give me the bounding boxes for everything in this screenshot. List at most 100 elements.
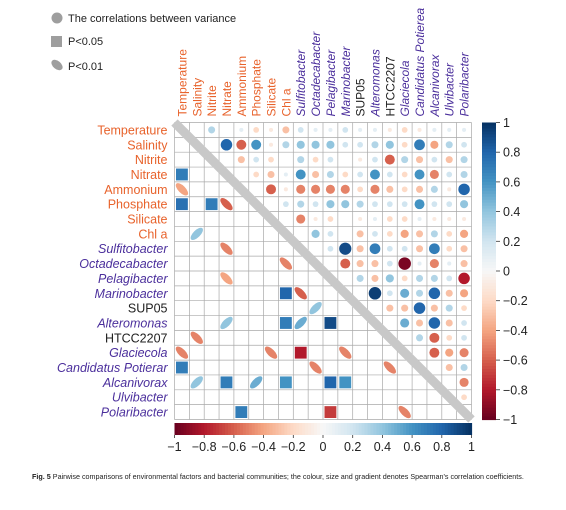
colorbar-h-swatch — [207, 423, 211, 435]
colorbar-h-swatch — [415, 423, 419, 435]
colorbar-h-swatch — [459, 423, 464, 435]
colorbar-h-swatch — [364, 423, 369, 435]
correlation-circle — [431, 156, 438, 163]
colorbar-v-swatch — [482, 303, 496, 308]
correlation-circle — [462, 216, 467, 222]
colorbar-h-swatch — [373, 423, 378, 435]
colorbar-h-swatch — [236, 423, 241, 435]
correlation-circle — [339, 242, 352, 255]
colorbar-v-swatch — [482, 232, 496, 236]
colorbar-v-swatch — [482, 164, 496, 168]
colorbar-h-swatch — [216, 423, 220, 435]
colorbar-h-swatch — [210, 423, 214, 435]
colorbar-v-swatch — [482, 300, 496, 305]
colorbar-v-swatch — [482, 271, 496, 275]
colorbar-v-tick-label: 0.8 — [503, 146, 520, 160]
colorbar-h-swatch — [278, 423, 283, 435]
vertical-colorbar: 1 0.8 0.6 0.4 0.2 0 −0.2 −0.4 −0.6 −0.8 −1 — [482, 116, 528, 427]
colorbar-v-tick-label: 0 — [503, 265, 510, 279]
colorbar-v-tick-label: 0.6 — [503, 175, 520, 189]
correlation-circle — [416, 274, 424, 282]
correlation-circle — [460, 200, 469, 209]
colorbar-v-swatch — [482, 377, 496, 382]
correlation-circle — [414, 199, 425, 210]
correlation-circle — [429, 332, 440, 343]
colorbar-h-swatch — [462, 423, 467, 435]
correlation-circle — [268, 156, 274, 163]
correlation-circle — [356, 245, 364, 253]
significance-ellipse — [250, 376, 263, 389]
colorbar-h-swatch — [435, 423, 440, 435]
colorbar-h-swatch — [423, 423, 428, 435]
colorbar-v-swatch — [482, 181, 496, 186]
correlation-circle — [253, 156, 260, 163]
significance-square — [205, 198, 218, 211]
correlation-circle — [401, 245, 408, 252]
correlation-circle — [370, 184, 380, 194]
colorbar-h-swatch — [367, 423, 372, 435]
row-label-nitrate: Nitrate — [131, 168, 168, 182]
correlation-circle — [430, 274, 438, 282]
correlation-circle — [461, 320, 467, 326]
correlation-circle — [460, 364, 468, 372]
colorbar-v-tick-label: −0.8 — [503, 383, 528, 397]
correlation-circle — [282, 141, 290, 149]
correlation-circle — [461, 334, 467, 341]
correlation-circle — [416, 289, 424, 297]
correlation-marks — [175, 126, 470, 419]
row-label-temperature: Temperature — [97, 123, 167, 137]
colorbar-h-swatch — [349, 423, 354, 435]
correlation-circle — [428, 243, 440, 255]
row-label-glaciecola: Glaciecola — [109, 346, 167, 360]
correlation-circle — [312, 170, 320, 178]
colorbar-v-swatch — [482, 199, 496, 204]
correlation-circle — [398, 257, 411, 270]
colorbar-v-swatch — [482, 392, 496, 397]
colorbar-h-swatch — [284, 423, 288, 435]
correlation-circle — [385, 140, 394, 149]
correlation-circle — [446, 275, 453, 282]
colorbar-h-swatch — [230, 423, 235, 435]
colorbar-v-swatch — [482, 354, 496, 358]
colorbar-v-swatch — [482, 143, 496, 147]
correlation-circle — [368, 287, 382, 300]
correlation-circle — [371, 260, 379, 268]
colorbar-h-tick-label: 0.4 — [374, 440, 391, 454]
correlation-circle — [429, 347, 440, 358]
correlation-circle — [461, 141, 467, 148]
colorbar-v-swatch — [482, 374, 496, 379]
caption-label: Fig. 5 — [32, 472, 51, 481]
correlation-circle — [460, 289, 469, 298]
colorbar-h-swatch — [186, 423, 190, 435]
correlation-circle — [445, 364, 453, 372]
correlation-circle — [429, 259, 439, 269]
colorbar-v-swatch — [482, 208, 496, 213]
column-label-ammonium: Ammonium — [235, 56, 249, 117]
row-label-ulvibacter: Ulvibacter — [112, 391, 168, 405]
significance-square — [220, 376, 233, 389]
colorbar-v-swatch — [482, 167, 496, 171]
colorbar-v-swatch — [482, 321, 496, 326]
colorbar-h-swatch — [358, 423, 363, 435]
colorbar-h-swatch — [418, 423, 422, 435]
correlation-circle — [401, 275, 408, 282]
colorbar-v-swatch — [482, 276, 496, 281]
colorbar-h-swatch — [174, 423, 179, 435]
correlation-circle — [460, 229, 469, 238]
colorbar-h-swatch — [400, 423, 404, 435]
colorbar-h-swatch — [275, 423, 280, 435]
correlation-circle — [429, 169, 439, 180]
colorbar-h-swatch — [213, 423, 217, 435]
colorbar-v-swatch — [482, 223, 496, 228]
column-label-nitrate: Nitrate — [220, 81, 234, 117]
correlation-circle — [384, 154, 395, 165]
correlation-circle — [297, 200, 305, 208]
correlation-circle — [446, 201, 453, 208]
correlation-circle — [282, 126, 290, 134]
correlation-circle — [401, 186, 408, 193]
colorbar-h-swatch — [361, 423, 366, 435]
column-label-silicate: Silicate — [265, 77, 279, 116]
colorbar-h-swatch — [438, 423, 443, 435]
column-label-chl-a: Chl a — [279, 88, 293, 116]
correlation-circle — [428, 287, 441, 300]
